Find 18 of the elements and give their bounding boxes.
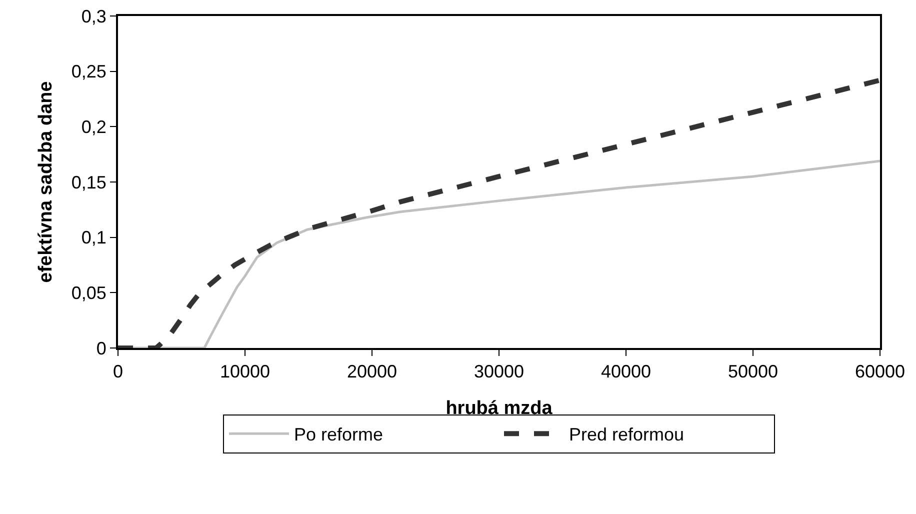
legend-label: Pred reformou — [569, 424, 684, 445]
x-tick-label: 40000 — [600, 362, 652, 382]
x-tick-label: 20000 — [346, 362, 398, 382]
y-tick-label: 0,15 — [71, 172, 106, 192]
legend-label: Po reforme — [294, 424, 384, 445]
y-tick-label: 0,1 — [81, 228, 106, 248]
y-axis-title: efektívna sadzba dane — [36, 81, 57, 283]
x-tick-label: 0 — [112, 362, 124, 382]
x-axis-title: hrubá mzda — [446, 398, 553, 419]
x-tick-label: 10000 — [220, 362, 270, 382]
y-tick-label: 0,3 — [81, 6, 106, 26]
x-tick-label: 50000 — [728, 362, 778, 382]
x-tick-label: 60000 — [854, 362, 906, 382]
y-tick-label: 0 — [96, 338, 106, 358]
y-tick-label: 0,25 — [71, 62, 106, 82]
y-tick-label: 0,05 — [71, 282, 106, 303]
x-tick-label: 30000 — [474, 362, 524, 382]
y-tick-label: 0,2 — [81, 116, 106, 137]
